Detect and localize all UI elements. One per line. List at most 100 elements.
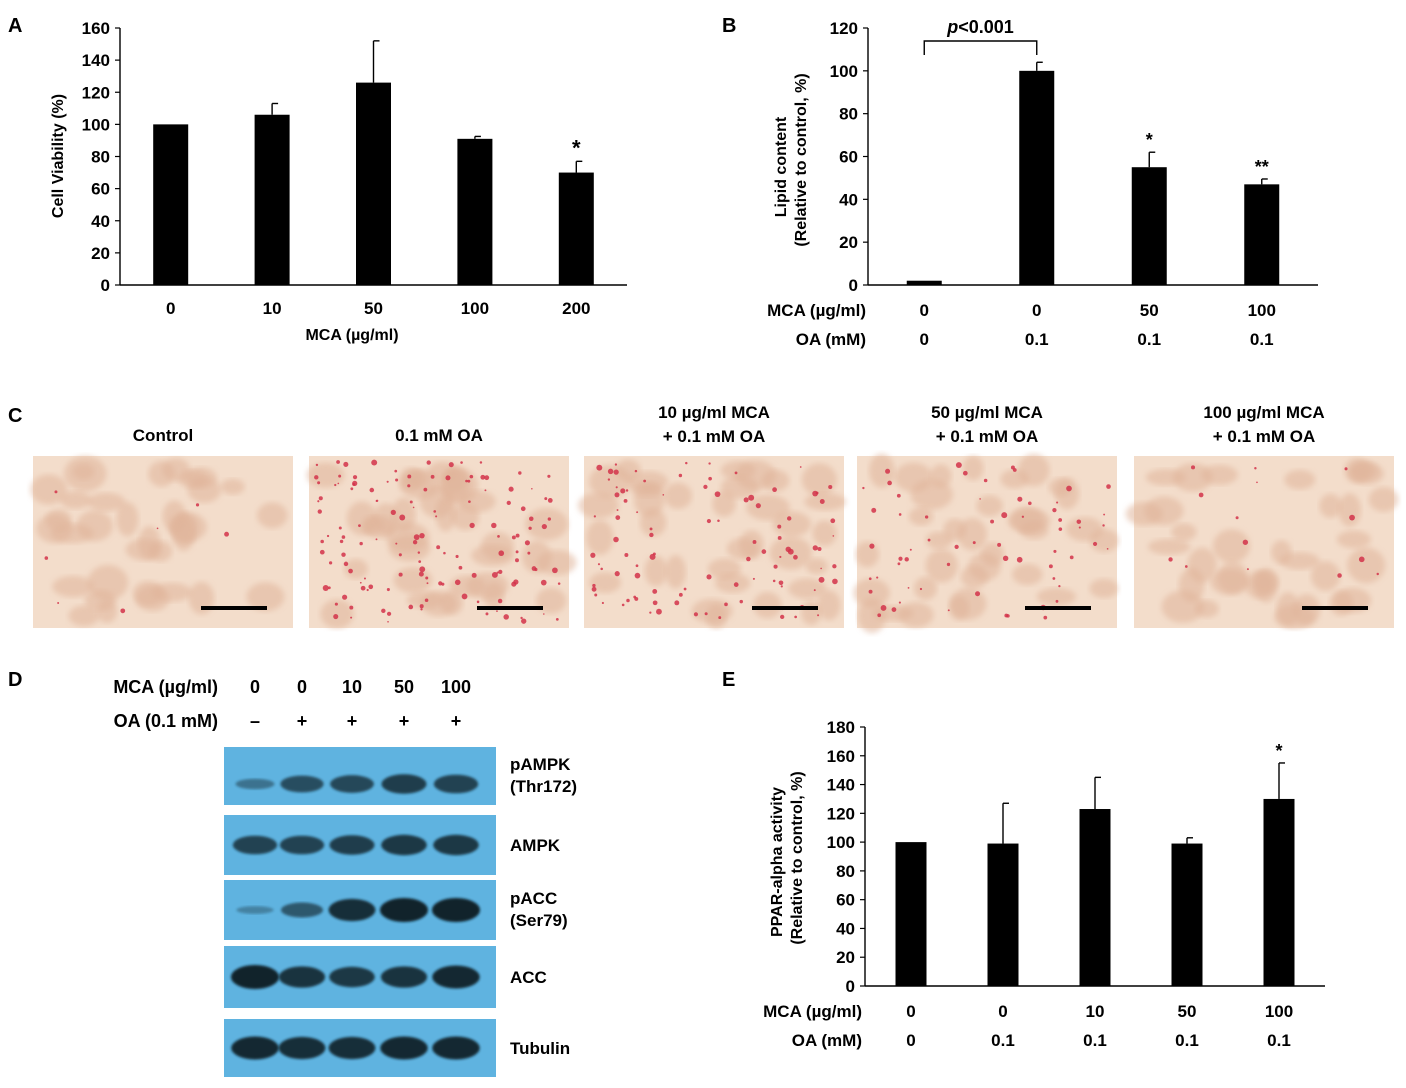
lipid-droplet xyxy=(752,577,755,580)
lipid-droplet xyxy=(693,612,699,617)
lipid-droplet xyxy=(885,468,891,474)
lipid-droplet xyxy=(497,535,500,538)
chart-a-x-axis-title: MCA (µg/ml) xyxy=(305,327,398,344)
lipid-droplet xyxy=(773,564,778,569)
lipid-droplet xyxy=(613,469,619,475)
lipid-droplet xyxy=(739,599,743,604)
lipid-droplet xyxy=(506,500,511,506)
lipid-droplet xyxy=(418,571,424,577)
lipid-droplet xyxy=(358,524,361,528)
lipid-droplet xyxy=(521,618,527,624)
chart-b-row-value: 0 xyxy=(920,301,929,320)
lipid-droplet xyxy=(476,600,480,604)
lipid-droplet xyxy=(972,541,976,545)
lipid-droplet xyxy=(772,579,776,583)
lipid-droplet xyxy=(1103,513,1106,516)
lipid-droplet xyxy=(896,493,901,498)
chart-e-row-value: 50 xyxy=(1178,1002,1197,1021)
lipid-droplet xyxy=(407,484,411,488)
cell xyxy=(739,530,764,560)
lipid-droplet xyxy=(398,553,402,557)
cell xyxy=(536,587,567,614)
lipid-droplet xyxy=(498,550,505,557)
cell xyxy=(720,475,759,499)
lipid-droplet xyxy=(469,474,474,479)
cell xyxy=(1201,464,1238,485)
lipid-droplet xyxy=(491,522,497,529)
lipid-droplet xyxy=(333,613,339,620)
lipid-droplet xyxy=(780,614,785,620)
lipid-droplet xyxy=(547,498,553,503)
lipid-droplet xyxy=(352,482,356,486)
lipid-droplet xyxy=(359,581,362,584)
chart-e-bar xyxy=(1171,843,1203,986)
lipid-droplet xyxy=(1069,555,1074,560)
lipid-droplet xyxy=(1106,547,1109,550)
lipid-droplet xyxy=(779,555,782,559)
lipid-droplet xyxy=(394,469,398,473)
cell xyxy=(52,575,94,598)
chart-e-y-axis-title-2: (Relative to control, %) xyxy=(789,771,806,944)
cell xyxy=(1172,463,1213,492)
lipid-droplet xyxy=(887,480,892,486)
lipid-droplet xyxy=(614,492,620,498)
lipid-droplet xyxy=(624,553,629,557)
cell xyxy=(746,494,790,521)
chart-a-y-tick-label: 80 xyxy=(91,148,110,167)
lipid-droplet xyxy=(876,576,879,579)
lipid-droplet xyxy=(552,567,558,574)
lipid-droplet xyxy=(1055,599,1059,603)
micrograph-title: 50 µg/ml MCA xyxy=(931,403,1043,422)
blot-band xyxy=(381,774,427,794)
lipid-droplet xyxy=(399,514,406,521)
chart-e-row-value: 0.1 xyxy=(1267,1031,1291,1050)
lipid-droplet xyxy=(350,487,354,491)
chart-e-row-value: 10 xyxy=(1086,1002,1105,1021)
lipid-droplet xyxy=(433,510,437,513)
blot-oa-value: + xyxy=(347,711,358,731)
lipid-droplet xyxy=(706,519,711,524)
lipid-droplet xyxy=(724,602,728,607)
blot-mca-value: 0 xyxy=(250,677,260,697)
lipid-droplet xyxy=(342,594,348,600)
chart-b-bar xyxy=(906,280,942,285)
lipid-droplet xyxy=(625,489,629,492)
lipid-droplet xyxy=(339,539,344,544)
blot-band xyxy=(380,1036,428,1060)
lipid-droplet xyxy=(785,546,792,553)
lipid-droplet xyxy=(1048,564,1053,569)
cell xyxy=(812,520,837,546)
cell xyxy=(96,599,118,623)
cell xyxy=(805,558,828,575)
lipid-droplet xyxy=(390,509,396,515)
cell xyxy=(925,548,958,583)
lipid-droplet xyxy=(54,490,58,494)
lipid-droplet xyxy=(1058,527,1063,531)
lipid-droplet xyxy=(557,582,561,585)
lipid-droplet xyxy=(430,474,435,479)
lipid-droplet xyxy=(524,540,530,546)
chart-e-bar xyxy=(895,842,927,986)
lipid-droplet xyxy=(592,583,596,588)
lipid-droplet xyxy=(909,548,912,551)
lipid-droplet xyxy=(341,535,346,539)
lipid-droplet xyxy=(591,586,597,592)
lipid-droplet xyxy=(862,486,865,490)
blot-band xyxy=(235,778,275,790)
chart-b-row-value: 0.1 xyxy=(1025,330,1049,349)
lipid-droplet xyxy=(983,478,988,483)
lipid-droplet xyxy=(57,601,60,604)
lipid-droplet xyxy=(621,603,625,607)
chart-a-x-tick-label: 10 xyxy=(263,299,282,318)
cell xyxy=(177,470,208,489)
lipid-droplet xyxy=(777,524,782,529)
lipid-droplet xyxy=(891,607,897,612)
lipid-droplet xyxy=(349,605,354,610)
lipid-droplet xyxy=(947,609,950,612)
lipid-droplet xyxy=(615,515,621,520)
lipid-droplet xyxy=(919,587,923,591)
cell xyxy=(172,515,195,551)
lipid-droplet xyxy=(962,470,968,476)
cell xyxy=(857,598,886,634)
chart-b-row-label: OA (mM) xyxy=(796,330,866,349)
